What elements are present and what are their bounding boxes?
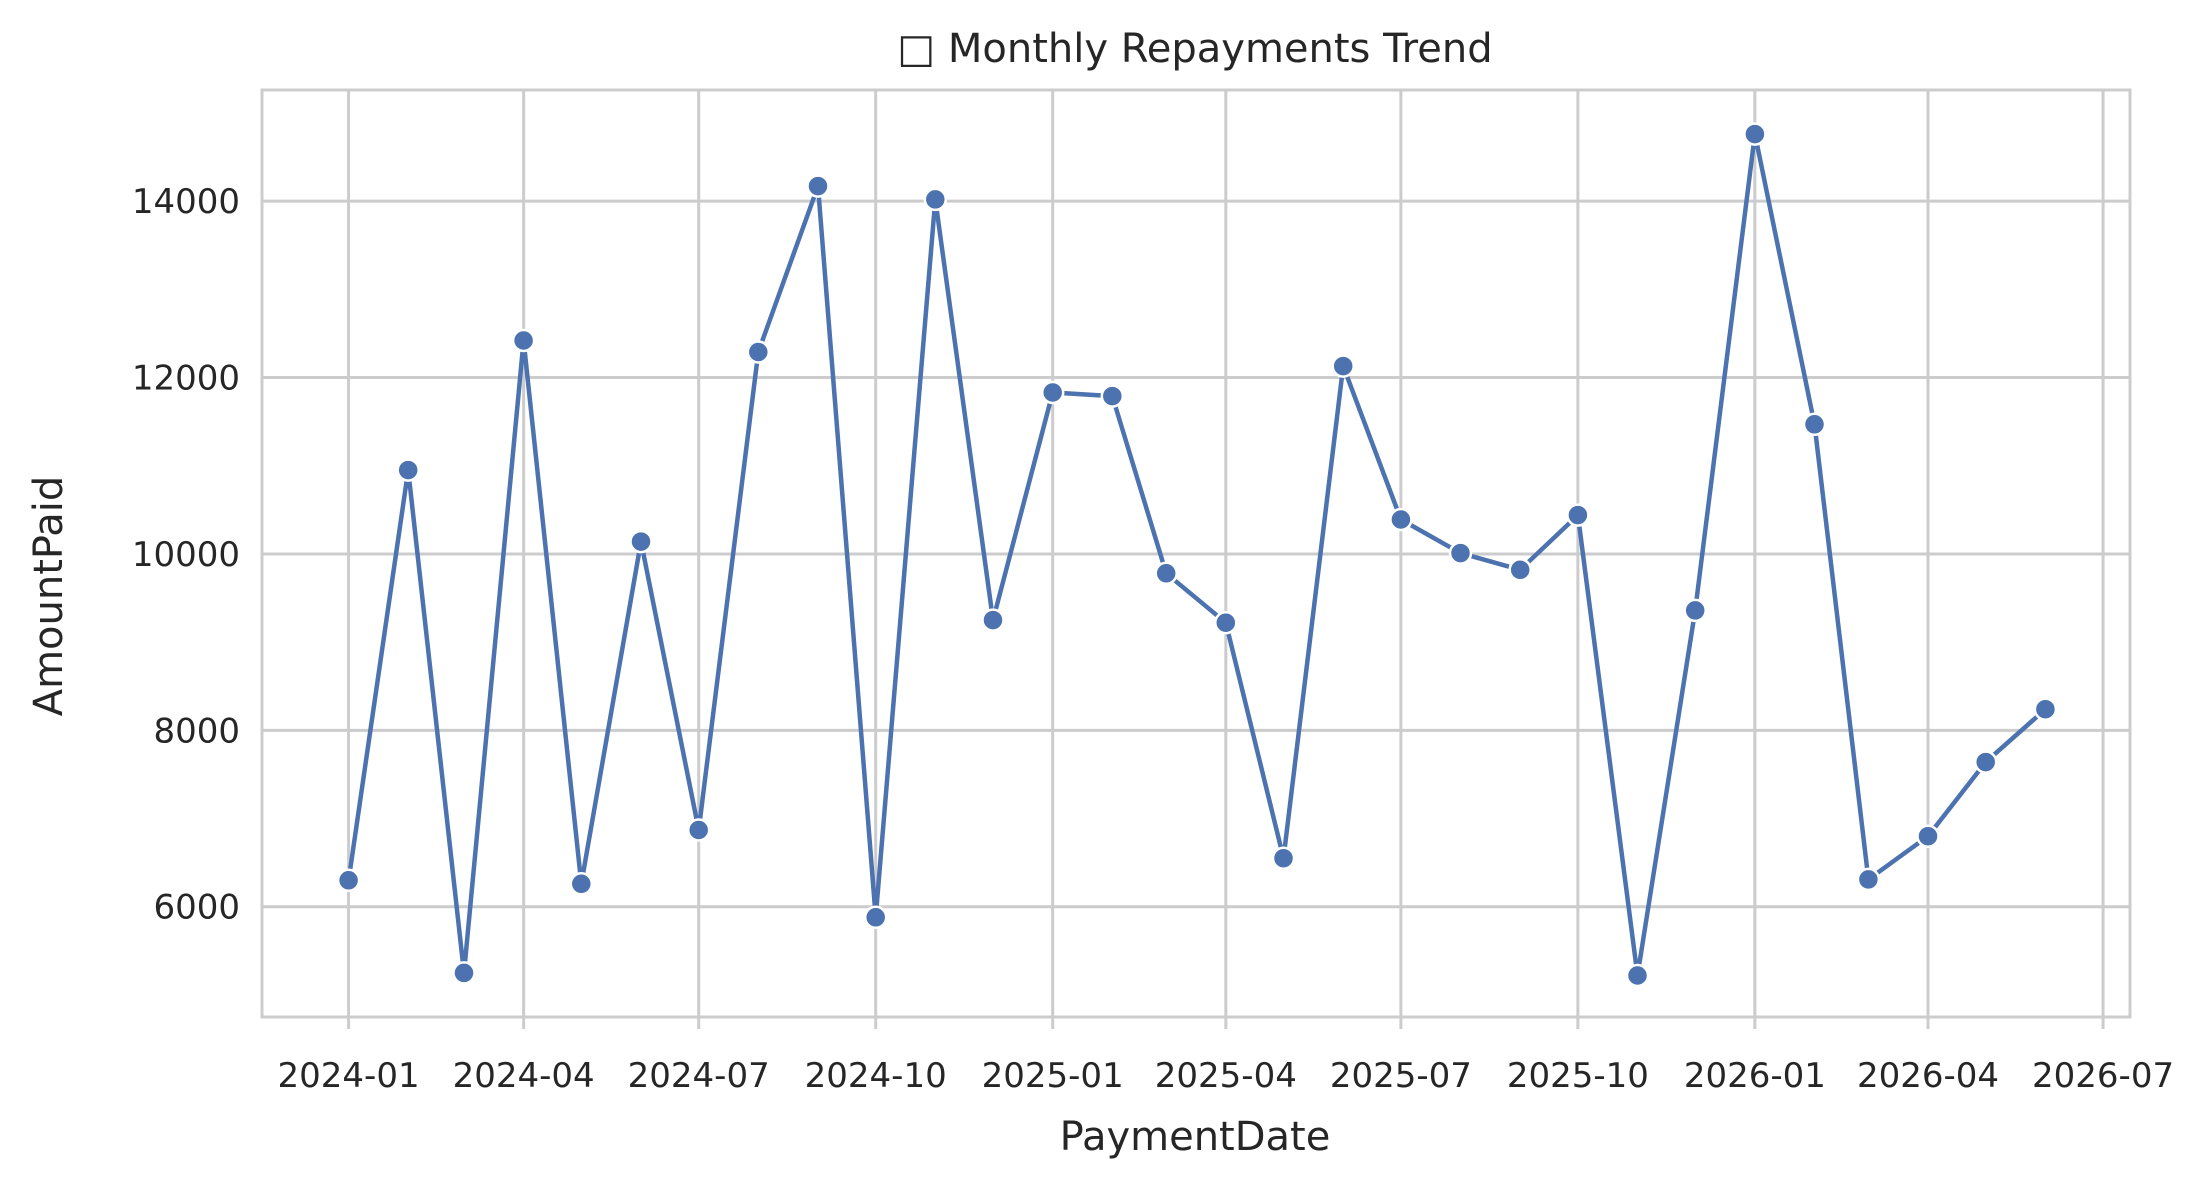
y-tick-label: 14000: [132, 182, 240, 222]
data-point-marker: [981, 608, 1005, 632]
data-point-marker: [1802, 412, 1827, 437]
data-point-marker: [1743, 122, 1767, 146]
y-tick-label: 12000: [132, 359, 240, 399]
x-tick-label: 2024-07: [628, 1056, 770, 1096]
data-point-marker: [336, 868, 361, 893]
data-point-marker: [1856, 867, 1881, 892]
x-tick-label: 2025-04: [1155, 1056, 1297, 1096]
x-tick-label: 2024-10: [805, 1056, 947, 1096]
x-axis-title: PaymentDate: [1060, 1114, 1331, 1160]
data-point-marker: [396, 458, 420, 482]
series-polyline: [346, 131, 2047, 978]
y-axis-title: AmountPaid: [26, 476, 72, 717]
data-point-marker: [1683, 598, 1707, 623]
data-point-marker: [629, 529, 653, 554]
x-tick-label: 2024-04: [453, 1056, 595, 1096]
data-point-marker: [452, 961, 476, 985]
data-point-marker: [746, 340, 771, 364]
plot-frame: [260, 88, 2132, 1019]
y-tick-label: 10000: [132, 535, 240, 575]
grid-lines: [262, 90, 2130, 1017]
x-tick-label: 2025-10: [1507, 1056, 1649, 1096]
x-axis: 2024-01 2024-04 2024-07 2024-10 2025-01 2025-…: [278, 1017, 2174, 1096]
x-tick-label: 2025-07: [1330, 1056, 1472, 1096]
data-point-marker: [1973, 750, 1998, 774]
data-point-marker: [1271, 846, 1296, 870]
data-point-marker: [863, 905, 888, 930]
y-tick-label: 8000: [153, 711, 240, 751]
x-tick-label: 2026-07: [2032, 1056, 2174, 1096]
y-tick-label: 6000: [153, 888, 240, 928]
data-point-marker: [923, 187, 948, 212]
data-point-marker: [1040, 380, 1065, 405]
data-point-marker: [1916, 824, 1940, 848]
data-point-marker: [1214, 610, 1238, 635]
data-point-marker: [1625, 963, 1650, 988]
data-point-marker: [511, 328, 536, 353]
data-point-marker: [1331, 354, 1355, 378]
data-point-marker: [569, 872, 594, 896]
data-point-marker: [1389, 507, 1413, 532]
x-tick-label: 2025-01: [982, 1056, 1124, 1096]
data-point-marker: [1508, 558, 1532, 582]
data-point-marker: [1100, 384, 1125, 408]
data-point-marker: [1154, 561, 1178, 586]
data-point-marker: [806, 174, 830, 198]
chart-title: □ Monthly Repayments Trend: [897, 26, 1492, 72]
x-tick-label: 2026-01: [1684, 1056, 1826, 1096]
data-point-marker: [686, 818, 711, 842]
x-tick-label: 2026-04: [1857, 1056, 1999, 1096]
series-line: [336, 122, 2058, 988]
y-axis: 6000 8000 10000 12000 14000: [132, 182, 240, 928]
x-tick-label: 2024-01: [278, 1056, 420, 1096]
data-point-marker: [2033, 697, 2058, 721]
data-point-marker: [1448, 541, 1473, 565]
data-point-marker: [1566, 503, 1590, 527]
